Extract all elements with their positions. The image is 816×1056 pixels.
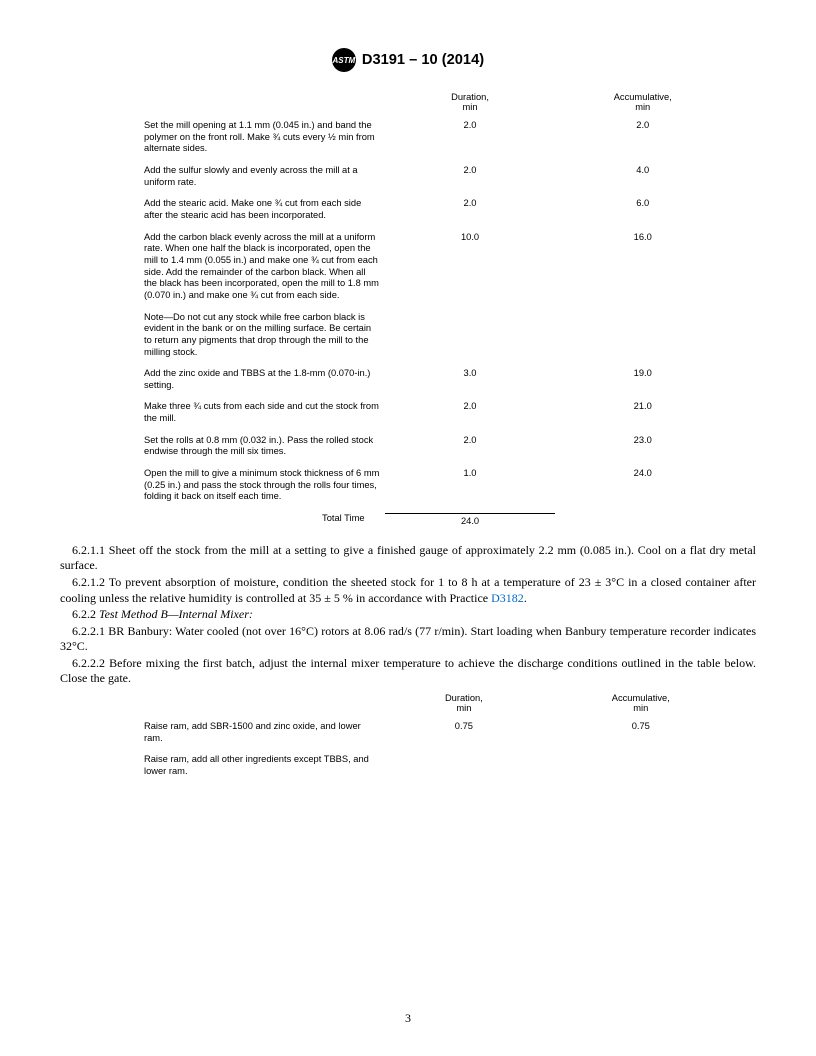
table-row-duration: 2.0 — [385, 165, 556, 198]
table-row-desc: Add the stearic acid. Make one ¾ cut fro… — [140, 198, 385, 231]
table-row-accumulative: 6.0 — [555, 198, 730, 231]
document-header: ASTM D3191 – 10 (2014) — [60, 48, 756, 72]
para-6-2-2: 6.2.2 Test Method B—Internal Mixer: — [60, 607, 756, 623]
table-row-accumulative: 23.0 — [555, 435, 730, 468]
table-row-duration: 2.0 — [385, 401, 556, 434]
col-header-accumulative-2: Accumulative,min — [552, 693, 730, 721]
para-6-2-1-1: 6.2.1.1 Sheet off the stock from the mil… — [60, 543, 756, 574]
table-row-accumulative: 16.0 — [555, 232, 730, 312]
table-row-desc: Add the carbon black evenly across the m… — [140, 232, 385, 312]
table-row-desc: Raise ram, add SBR-1500 and zinc oxide, … — [140, 721, 376, 754]
astm-logo: ASTM — [332, 48, 356, 72]
total-value: 24.0 — [385, 513, 556, 535]
table-row-duration: 2.0 — [385, 198, 556, 231]
col-header-duration: Duration,min — [385, 92, 556, 120]
col-header-duration-2: Duration,min — [376, 693, 551, 721]
table-row-desc: Add the zinc oxide and TBBS at the 1.8-m… — [140, 368, 385, 401]
document-title: D3191 – 10 (2014) — [362, 52, 484, 68]
table-row-accumulative — [555, 312, 730, 369]
table-row-desc: Make three ¾ cuts from each side and cut… — [140, 401, 385, 434]
table-row-accumulative: 2.0 — [555, 120, 730, 165]
table-row-duration — [385, 312, 556, 369]
body-paragraphs: 6.2.1.1 Sheet off the stock from the mil… — [60, 543, 756, 687]
procedure-table-1: Duration,min Accumulative,min Set the mi… — [140, 92, 730, 535]
col-header-accumulative: Accumulative,min — [555, 92, 730, 120]
table-row-duration: 10.0 — [385, 232, 556, 312]
table-row-accumulative: 0.75 — [552, 721, 730, 754]
para-6-2-2-2: 6.2.2.2 Before mixing the first batch, a… — [60, 656, 756, 687]
table-row-desc: Open the mill to give a minimum stock th… — [140, 468, 385, 513]
table-row-accumulative — [552, 754, 730, 787]
table-row-duration: 1.0 — [385, 468, 556, 513]
table-row-desc: Add the sulfur slowly and evenly across … — [140, 165, 385, 198]
table-row-duration: 0.75 — [376, 721, 551, 754]
table-row-duration: 2.0 — [385, 120, 556, 165]
page-number: 3 — [0, 1011, 816, 1026]
procedure-table-2: Duration,min Accumulative,min Raise ram,… — [140, 693, 730, 788]
table-row-accumulative: 24.0 — [555, 468, 730, 513]
table-row-desc: Note—Do not cut any stock while free car… — [140, 312, 385, 369]
table-row-desc: Set the rolls at 0.8 mm (0.032 in.). Pas… — [140, 435, 385, 468]
link-d3182[interactable]: D3182 — [491, 591, 524, 605]
para-6-2-2-1: 6.2.2.1 BR Banbury: Water cooled (not ov… — [60, 624, 756, 655]
table-row-desc: Set the mill opening at 1.1 mm (0.045 in… — [140, 120, 385, 165]
table-row-accumulative: 4.0 — [555, 165, 730, 198]
total-label: Total Time — [140, 513, 385, 535]
table-row-duration: 3.0 — [385, 368, 556, 401]
table-row-accumulative: 21.0 — [555, 401, 730, 434]
table-row-desc: Raise ram, add all other ingredients exc… — [140, 754, 376, 787]
table-row-duration — [376, 754, 551, 787]
para-6-2-1-2: 6.2.1.2 To prevent absorption of moistur… — [60, 575, 756, 606]
table-row-accumulative: 19.0 — [555, 368, 730, 401]
table-row-duration: 2.0 — [385, 435, 556, 468]
